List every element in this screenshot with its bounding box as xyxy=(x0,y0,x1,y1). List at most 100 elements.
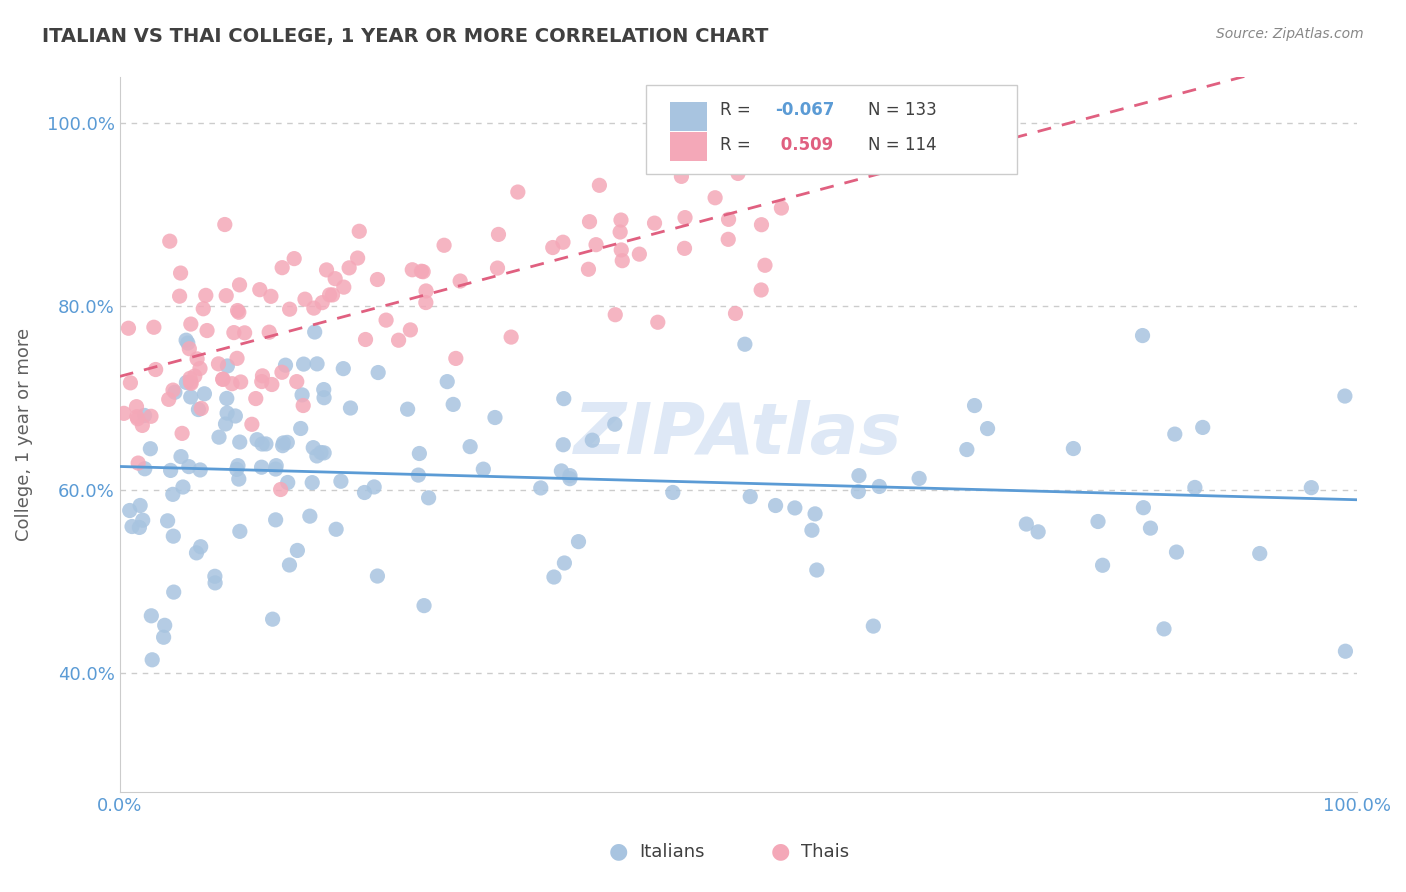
Point xyxy=(401,262,423,277)
Text: Thais: Thais xyxy=(801,843,849,861)
Point xyxy=(118,503,141,517)
Point xyxy=(292,357,315,371)
Point xyxy=(550,464,572,478)
Point xyxy=(605,308,627,322)
Point xyxy=(163,385,186,400)
Point xyxy=(132,513,155,527)
Point xyxy=(283,252,305,266)
Point xyxy=(172,480,194,494)
Point xyxy=(1132,328,1154,343)
Point xyxy=(163,585,186,599)
Point xyxy=(229,375,252,389)
Point xyxy=(264,513,287,527)
Point xyxy=(139,409,162,424)
Point xyxy=(204,575,226,590)
Point xyxy=(301,475,323,490)
Point xyxy=(226,458,249,473)
Point xyxy=(644,216,666,230)
Point xyxy=(179,376,201,390)
Point xyxy=(628,247,651,261)
Point xyxy=(411,264,433,278)
Point xyxy=(754,258,776,272)
Point xyxy=(141,608,163,623)
Text: 0.509: 0.509 xyxy=(776,136,834,154)
Point xyxy=(131,418,153,433)
Point xyxy=(262,612,284,626)
Point xyxy=(177,336,200,351)
Point xyxy=(271,260,294,275)
Point xyxy=(848,468,870,483)
Point xyxy=(169,289,191,303)
Point xyxy=(217,406,239,420)
Point xyxy=(349,224,371,238)
Point xyxy=(749,143,772,157)
Point xyxy=(193,386,215,401)
Y-axis label: College, 1 year or more: College, 1 year or more xyxy=(15,328,32,541)
Point xyxy=(250,375,273,389)
Point xyxy=(250,460,273,475)
Point xyxy=(246,433,269,447)
Text: ZIPAtlas: ZIPAtlas xyxy=(574,401,903,469)
Point xyxy=(224,409,246,423)
Point xyxy=(785,156,807,170)
Point xyxy=(415,295,437,310)
Point xyxy=(188,361,211,376)
Point xyxy=(125,409,148,424)
Point xyxy=(588,178,610,193)
Point xyxy=(190,540,212,554)
Point xyxy=(610,243,633,257)
Point xyxy=(727,166,749,180)
Point xyxy=(1062,442,1084,456)
Point xyxy=(226,351,249,366)
Text: ●: ● xyxy=(770,841,790,861)
Point xyxy=(1087,515,1109,529)
Point xyxy=(162,487,184,501)
Point xyxy=(1091,558,1114,573)
Point xyxy=(1334,644,1357,658)
Point xyxy=(214,218,236,232)
Point xyxy=(366,569,388,583)
Point xyxy=(174,333,197,347)
Point xyxy=(128,520,150,534)
Point xyxy=(233,326,256,340)
Point xyxy=(162,529,184,543)
Point xyxy=(1139,521,1161,535)
Point xyxy=(229,435,252,450)
Point xyxy=(221,376,243,391)
Point xyxy=(412,265,434,279)
Point xyxy=(408,446,430,460)
Point xyxy=(1334,389,1357,403)
Point xyxy=(862,619,884,633)
Point xyxy=(260,377,283,392)
Text: -0.067: -0.067 xyxy=(776,101,835,119)
Point xyxy=(294,292,316,306)
Point xyxy=(436,375,458,389)
Point xyxy=(184,369,207,384)
Point xyxy=(180,376,202,391)
Point xyxy=(228,305,250,319)
Point xyxy=(170,450,193,464)
Point xyxy=(190,401,212,416)
Point xyxy=(408,468,430,483)
Point xyxy=(157,392,180,407)
Point xyxy=(484,410,506,425)
Point xyxy=(1132,500,1154,515)
Point xyxy=(217,359,239,373)
Point xyxy=(226,303,249,318)
Point xyxy=(800,523,823,537)
Point xyxy=(159,234,181,248)
Text: N = 133: N = 133 xyxy=(869,101,936,119)
Point xyxy=(245,392,267,406)
Point xyxy=(543,570,565,584)
Point xyxy=(673,241,696,255)
Point xyxy=(770,201,793,215)
Point xyxy=(956,442,979,457)
Point xyxy=(740,490,762,504)
Point xyxy=(264,458,287,473)
Text: N = 114: N = 114 xyxy=(869,136,936,154)
Point xyxy=(433,238,456,252)
Point xyxy=(353,485,375,500)
Point xyxy=(271,365,294,379)
Point xyxy=(673,211,696,225)
Point xyxy=(558,472,581,486)
